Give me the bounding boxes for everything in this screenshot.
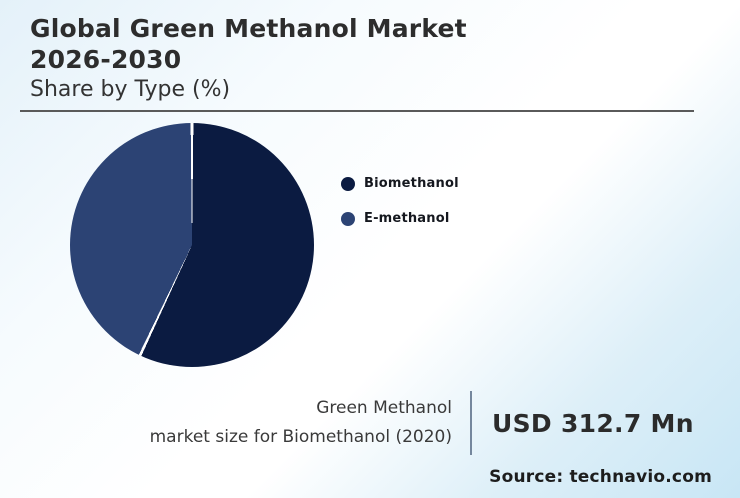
source-attribution: Source: technavio.com — [489, 467, 712, 487]
header: Global Green Methanol Market 2026-2030 S… — [30, 13, 467, 104]
pie-chart — [70, 123, 314, 367]
market-size-label: Green Methanol market size for Biomethan… — [120, 394, 452, 452]
legend-dot-biomethanol-icon — [341, 176, 355, 191]
market-size-label-line-2: market size for Biomethanol (2020) — [149, 427, 452, 447]
chart-legend: Biomethanol E-methanol — [341, 176, 459, 226]
market-size-callout: Green Methanol market size for Biomethan… — [120, 391, 694, 455]
page-title-line-2: 2026-2030 — [30, 45, 182, 74]
market-size-label-line-1: Green Methanol — [316, 398, 452, 418]
page-subtitle: Share by Type (%) — [30, 77, 231, 102]
market-size-value: USD 312.7 Mn — [492, 408, 694, 438]
title-divider-line — [20, 110, 694, 112]
legend-item-e-methanol: E-methanol — [341, 211, 459, 226]
page-title-line-1: Global Green Methanol Market — [30, 14, 467, 43]
legend-label-biomethanol: Biomethanol — [364, 176, 459, 191]
legend-dot-e-methanol-icon — [341, 211, 355, 226]
legend-item-biomethanol: Biomethanol — [341, 176, 459, 191]
legend-label-e-methanol: E-methanol — [364, 211, 450, 226]
callout-divider-line — [470, 391, 472, 455]
